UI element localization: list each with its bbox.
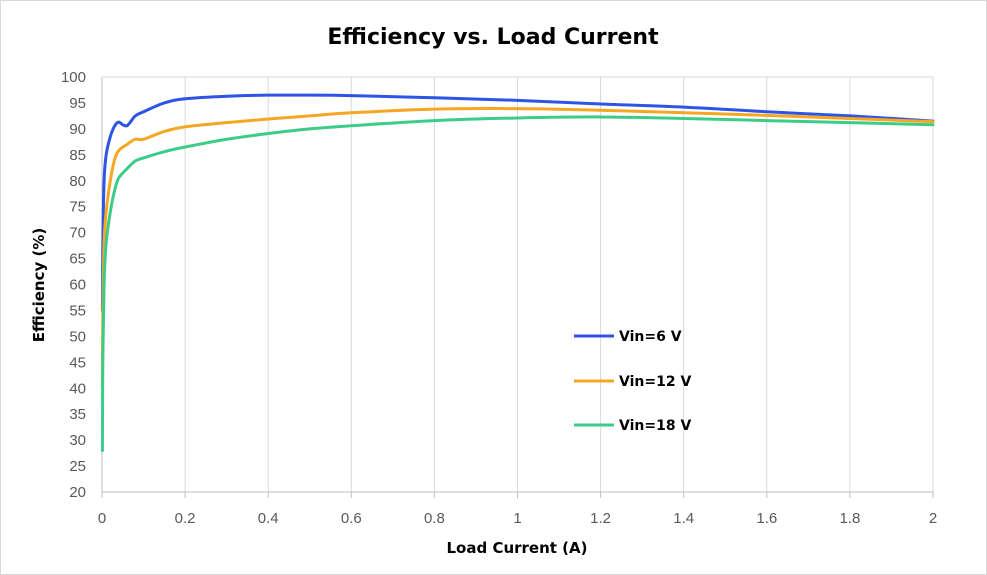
chart-title: Efficiency vs. Load Current xyxy=(327,25,659,50)
x-tick-label: 0.8 xyxy=(424,510,445,527)
x-tick-label: 1.8 xyxy=(839,510,860,527)
series-lines xyxy=(100,93,935,452)
y-axis-title: Efficiency (%) xyxy=(30,228,48,343)
y-tick-label: 50 xyxy=(69,328,86,345)
legend-label: Vin=6 V xyxy=(619,329,682,345)
y-tick-label: 55 xyxy=(69,302,86,319)
y-tick-label: 100 xyxy=(61,69,86,86)
y-tick-label: 65 xyxy=(69,251,86,268)
y-tick-label: 25 xyxy=(69,458,86,475)
y-axis-ticks: 20 25 30 35 40 45 50 55 60 65 70 75 80 85 90 95 100 xyxy=(61,69,86,501)
x-tick-label: 0 xyxy=(98,510,106,527)
y-tick-label: 45 xyxy=(69,354,86,371)
legend-label: Vin=18 V xyxy=(619,418,691,434)
x-tick-label: 1.2 xyxy=(590,510,611,527)
x-tick-label: 2 xyxy=(929,510,937,527)
x-tick-label: 0.6 xyxy=(341,510,362,527)
x-tick-label: 1 xyxy=(513,510,521,527)
y-tick-label: 40 xyxy=(69,380,86,397)
series-line-2 xyxy=(100,107,935,390)
y-tick-label: 30 xyxy=(69,432,86,449)
legend: Vin=6 V Vin=12 V Vin=18 V xyxy=(574,329,691,434)
y-tick-label: 20 xyxy=(69,484,86,501)
y-tick-label: 80 xyxy=(69,173,86,190)
y-tick-label: 90 xyxy=(69,121,86,138)
x-tick-label: 0.2 xyxy=(175,510,196,527)
y-tick-label: 75 xyxy=(69,199,86,216)
x-axis-ticks: 0 0.2 0.4 0.6 0.8 1 1.2 1.4 1.6 1.8 2 xyxy=(98,510,937,527)
y-tick-label: 60 xyxy=(69,277,86,294)
y-tick-label: 70 xyxy=(69,225,86,242)
x-tick-label: 1.6 xyxy=(756,510,777,527)
series-line-1 xyxy=(100,93,935,312)
y-tick-label: 85 xyxy=(69,147,86,164)
x-axis-title: Load Current (A) xyxy=(447,539,588,557)
y-tick-label: 95 xyxy=(69,95,86,112)
x-tick-label: 0.4 xyxy=(258,510,279,527)
x-tick-label: 1.4 xyxy=(673,510,694,527)
legend-label: Vin=12 V xyxy=(619,374,691,390)
y-tick-label: 35 xyxy=(69,406,86,423)
series-line-3 xyxy=(100,115,935,452)
